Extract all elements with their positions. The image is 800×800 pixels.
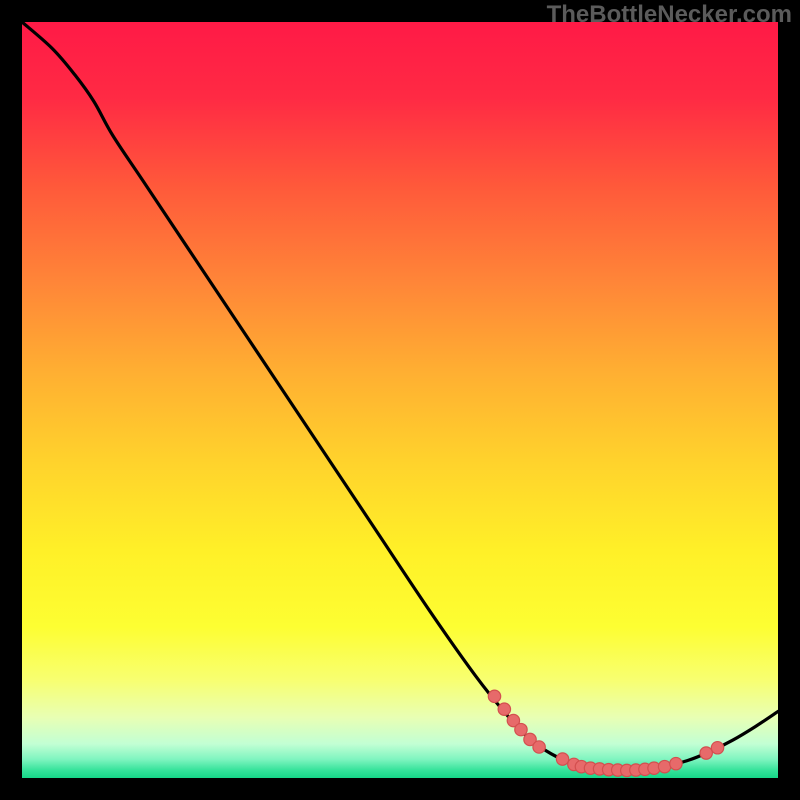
plot-area [22, 22, 778, 778]
marker-dot [556, 753, 568, 765]
marker-dot [498, 703, 510, 715]
marker-dot [700, 747, 712, 759]
marker-dot [711, 742, 723, 754]
marker-dot [488, 690, 500, 702]
watermark-label: TheBottleNecker.com [547, 1, 792, 29]
marker-dot [533, 741, 545, 753]
marker-dot [670, 757, 682, 769]
bottleneck-curve [22, 22, 778, 770]
curve-layer [22, 22, 778, 778]
marker-dot [515, 723, 527, 735]
chart-stage: TheBottleNecker.com [0, 0, 800, 800]
marker-dot [658, 760, 670, 772]
